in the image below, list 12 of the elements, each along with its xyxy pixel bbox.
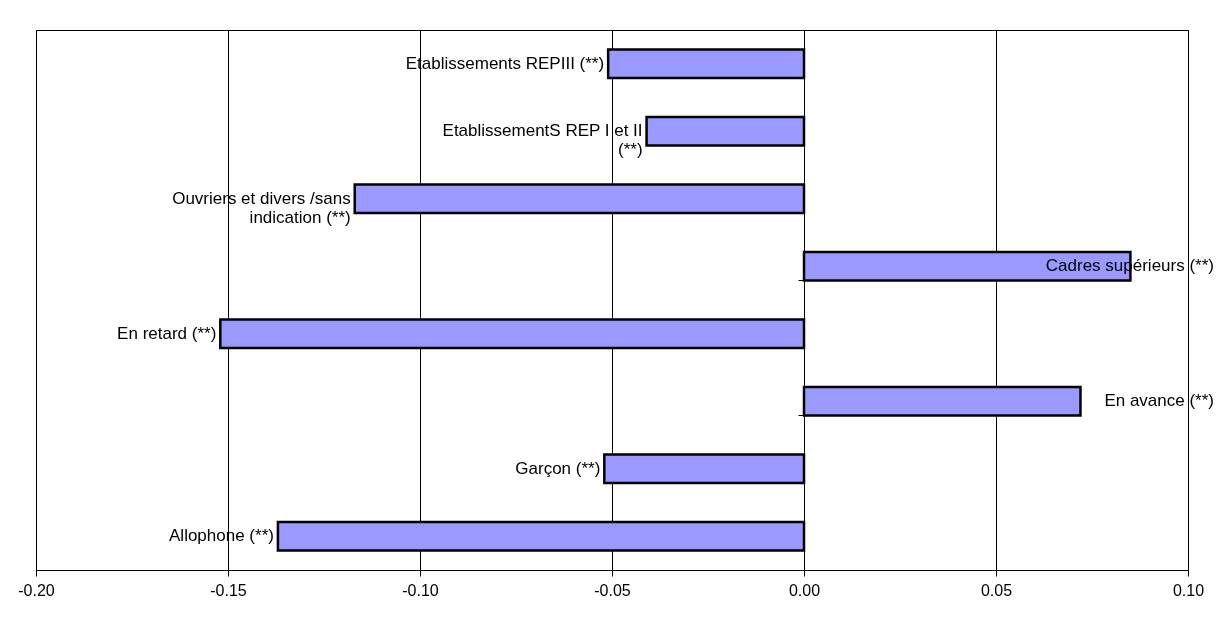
y-tick-label: Garçon (**) xyxy=(515,458,601,478)
x-tick-label: -0.05 xyxy=(594,581,631,599)
x-tick-label: 0.10 xyxy=(1172,581,1205,599)
x-tick-label: -0.20 xyxy=(18,581,55,599)
x-tick-label: 0.00 xyxy=(788,581,821,599)
bar xyxy=(645,115,806,147)
y-tick-label: En retard (**) xyxy=(117,323,217,343)
y-tick-label: EtablissementS REP I et II (**) xyxy=(442,121,643,160)
x-tick-label: 0.05 xyxy=(980,581,1013,599)
y-tick-label: En avance (**) xyxy=(1104,391,1214,411)
x-tick-label: -0.10 xyxy=(402,581,439,599)
x-tick-label: -0.15 xyxy=(210,581,247,599)
